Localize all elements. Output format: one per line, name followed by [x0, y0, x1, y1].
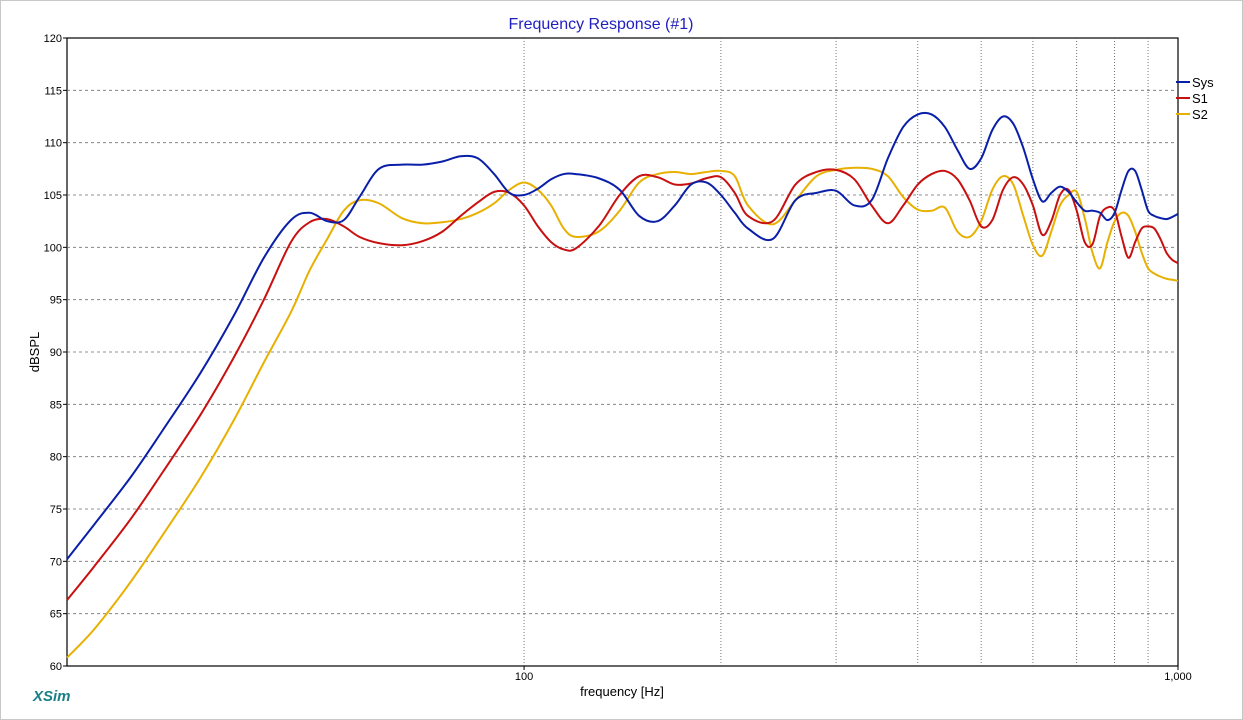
x-tick-label: 100	[515, 671, 533, 683]
x-tick-label: 1,000	[1164, 671, 1192, 683]
series-lines	[66, 111, 1179, 659]
y-tick-label: 110	[44, 138, 62, 150]
series-line-s1	[66, 168, 1179, 601]
y-tick-label: 95	[50, 295, 62, 307]
x-axis-label: frequency [Hz]	[580, 684, 664, 699]
grid	[67, 38, 1178, 666]
y-tick-label: 105	[44, 190, 62, 202]
legend-label-sys: Sys	[1192, 75, 1214, 90]
y-tick-label: 65	[50, 609, 62, 621]
y-tick-label: 80	[50, 452, 62, 464]
y-tick-label: 60	[50, 661, 62, 673]
series-line-sys	[66, 111, 1179, 560]
y-tick-label: 85	[50, 399, 62, 411]
axis-ticks: 60 65 70 75 80 85 90 95 100 105 110 115 120 100 1,000	[44, 33, 1192, 683]
app-brand: XSim	[32, 688, 71, 705]
chart-title: Frequency Response (#1)	[509, 16, 694, 33]
legend-label-s2: S2	[1192, 107, 1208, 122]
y-tick-label: 90	[50, 347, 62, 359]
y-tick-label: 115	[44, 85, 62, 97]
series-line-s2	[66, 166, 1179, 659]
y-axis-label: dBSPL	[27, 332, 42, 372]
y-tick-label: 120	[44, 33, 62, 45]
legend-label-s1: S1	[1192, 91, 1208, 106]
y-tick-label: 75	[50, 504, 62, 516]
y-tick-label: 70	[50, 556, 62, 568]
y-tick-label: 100	[44, 242, 62, 254]
